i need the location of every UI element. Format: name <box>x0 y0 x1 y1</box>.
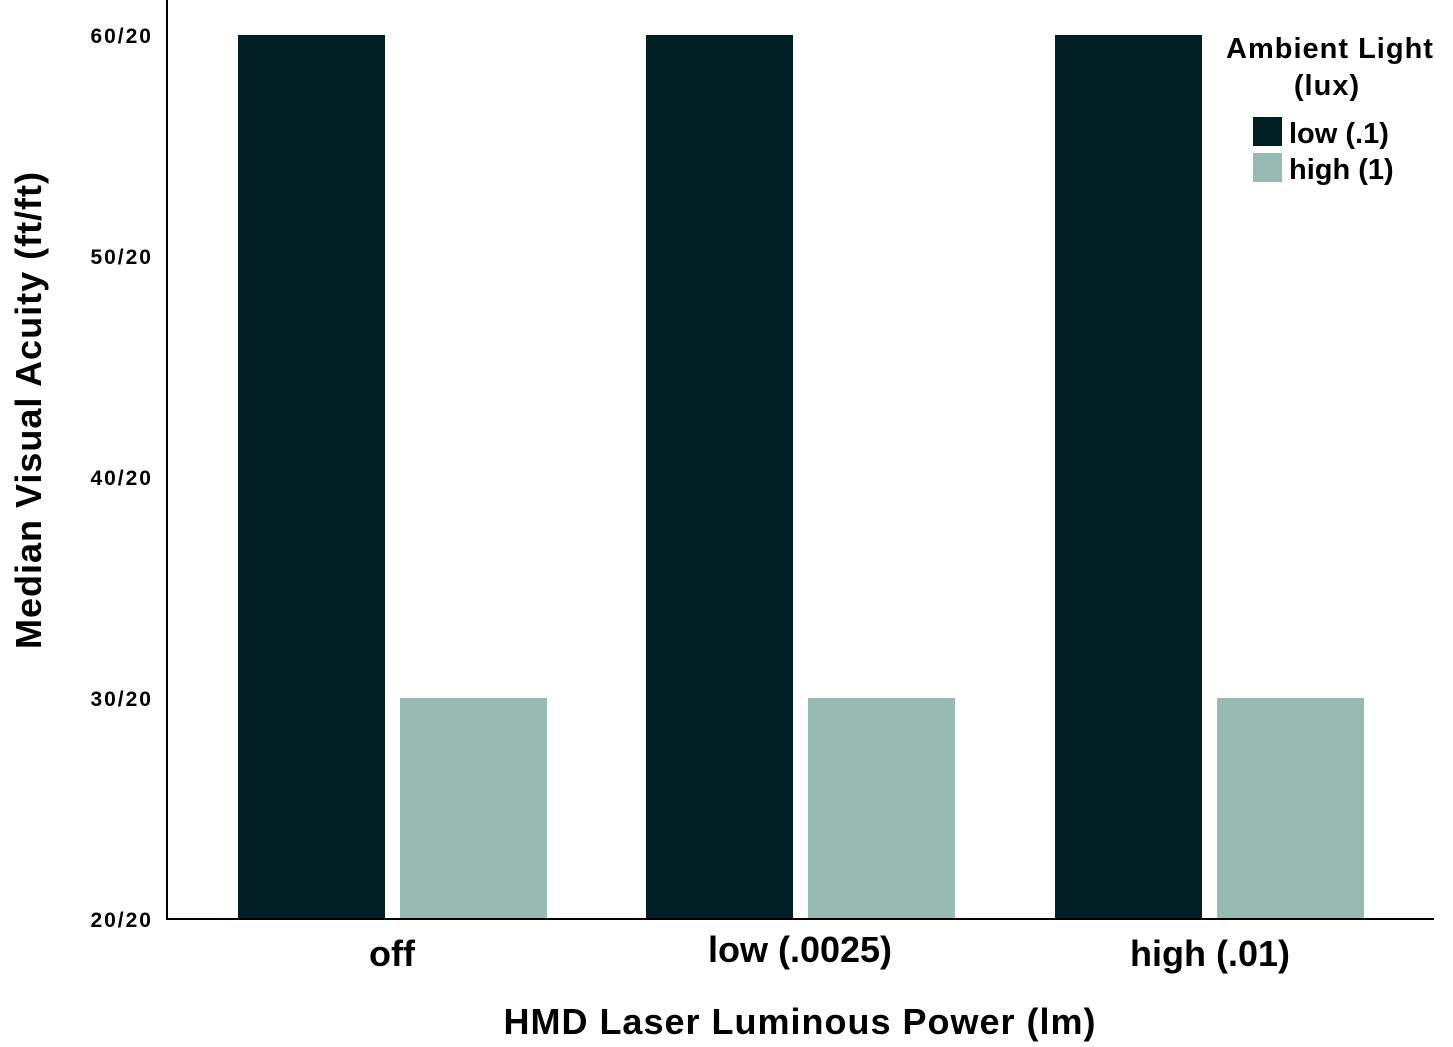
bar-high-ambient-2 <box>1217 698 1364 919</box>
bar-high-ambient-1 <box>808 698 955 919</box>
y-tick-label: 20/20 <box>90 909 153 932</box>
legend-swatch <box>1253 153 1282 182</box>
x-axis-title: HMD Laser Luminous Power (lm) <box>503 1001 1096 1042</box>
legend-label: low (.1) <box>1289 118 1389 150</box>
legend: Ambient Light (lux) low (.1) high (1) <box>1226 33 1434 186</box>
y-tick-label: 50/20 <box>90 246 153 269</box>
bars-group <box>238 35 1364 919</box>
bar-low-ambient-0 <box>238 35 385 919</box>
y-axis-title: Median Visual Acuity (ft/ft) <box>8 171 49 649</box>
legend-swatch <box>1253 117 1282 146</box>
x-category-label: high (.01) <box>1130 933 1290 974</box>
legend-title-line2: (lux) <box>1294 70 1360 102</box>
y-tick-labels: 20/20 30/20 40/20 50/20 60/20 <box>90 25 153 932</box>
legend-title-line1: Ambient Light <box>1226 33 1434 65</box>
x-category-label: low (.0025) <box>708 929 892 970</box>
y-tick-label: 40/20 <box>90 467 153 490</box>
legend-label: high (1) <box>1289 154 1394 186</box>
legend-items: low (.1) high (1) <box>1253 117 1394 186</box>
bar-high-ambient-0 <box>400 698 547 919</box>
bar-low-ambient-1 <box>646 35 793 919</box>
x-category-label: off <box>369 933 416 974</box>
y-tick-label: 30/20 <box>90 688 153 711</box>
axes-group <box>166 0 1434 920</box>
x-category-labels: off low (.0025) high (.01) <box>369 929 1290 974</box>
y-tick-label: 60/20 <box>90 25 153 48</box>
bar-low-ambient-2 <box>1055 35 1202 919</box>
